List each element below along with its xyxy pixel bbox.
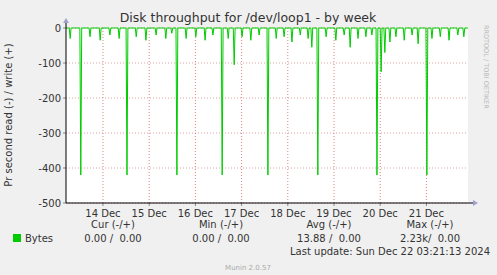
x-tick-label: 16 Dec (178, 208, 213, 219)
series-group (66, 28, 468, 175)
stat-header: Avg (-/+) (307, 219, 352, 230)
generator: Munin 2.0.57 (225, 264, 271, 272)
x-grid-line (334, 28, 335, 203)
footer: Last update: Sun Dec 22 03:21:13 2024 (290, 246, 490, 257)
stat-header: Cur (-/+) (91, 219, 135, 230)
x-tick-label: 17 Dec (224, 208, 259, 219)
stat-header: Max (-/+) (406, 219, 453, 230)
stat-header: Min (-/+) (199, 219, 243, 230)
x-axis-arrow (473, 200, 478, 206)
x-tick-label: 15 Dec (132, 208, 167, 219)
x-tick-label: 18 Dec (270, 208, 305, 219)
title: Disk throughput for /dev/loop1 - by week (120, 10, 377, 25)
watermark: RRDTOOL / TOBI OETIKER (482, 25, 490, 109)
y-tick-label: -500 (38, 198, 61, 209)
legend-label: Bytes (25, 233, 53, 244)
series-line (66, 28, 468, 175)
stat-value: 2.23k/ 0.00 (400, 233, 460, 244)
x-tick-label: 20 Dec (363, 208, 398, 219)
x-grid-line (195, 28, 196, 203)
y-tick-label: -300 (38, 128, 61, 139)
y-tick-label: -400 (38, 163, 61, 174)
y-tick-label: -100 (38, 58, 61, 69)
y-axis-label: Pr second read (-) / write (+) (3, 43, 14, 186)
stat-value: 0.00 / 0.00 (84, 233, 141, 244)
legend-swatch (13, 234, 21, 242)
x-tick-label: 14 Dec (85, 208, 120, 219)
x-grid-line (287, 28, 288, 203)
x-grid-line (102, 28, 103, 203)
x-grid-line (241, 28, 242, 203)
y-tick-label: -200 (38, 93, 61, 104)
stat-value: 13.88 / 0.00 (297, 233, 361, 244)
stat-value: 0.00 / 0.00 (192, 233, 249, 244)
y-axis-arrow (63, 18, 69, 23)
x-grid-line (149, 28, 150, 203)
x-axis (66, 203, 473, 204)
y-grid-line (66, 168, 468, 169)
x-tick-label: 19 Dec (316, 208, 351, 219)
x-tick-label: 21 Dec (409, 208, 444, 219)
y-axis (66, 22, 67, 203)
background (0, 0, 497, 275)
plot-area (66, 28, 468, 203)
chart: Disk throughput for /dev/loop1 - by week… (0, 0, 497, 275)
y-tick-label: 0 (55, 23, 61, 34)
